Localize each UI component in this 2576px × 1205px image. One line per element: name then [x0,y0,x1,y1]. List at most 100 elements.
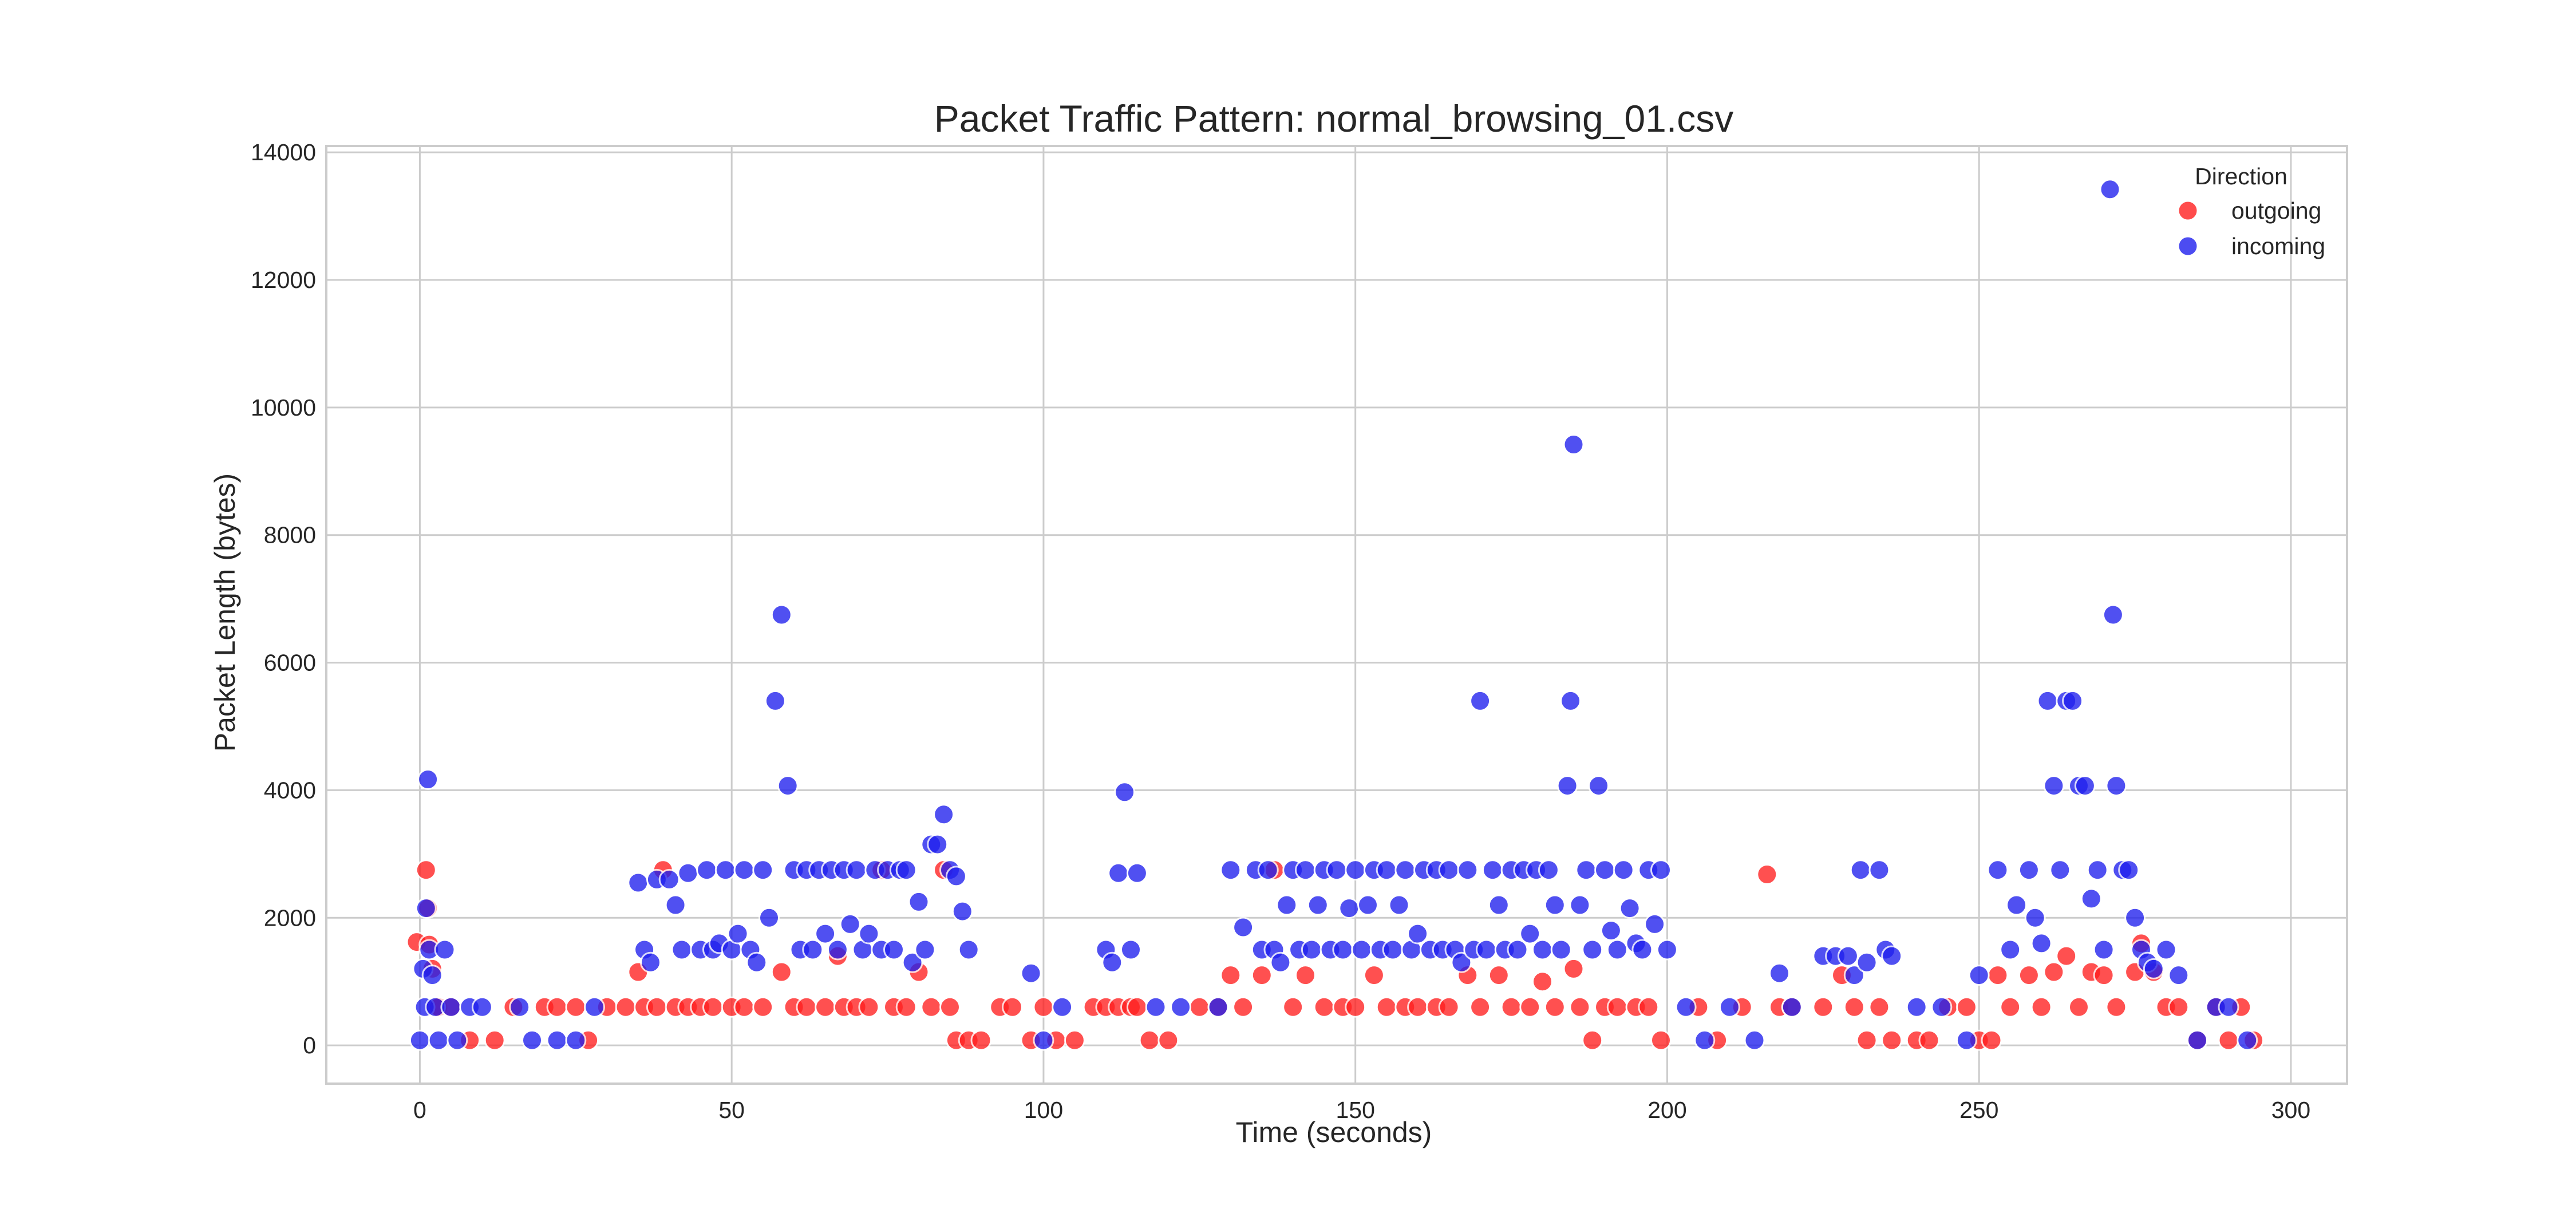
data-point-incoming [640,951,661,973]
data-point-incoming [1955,1029,1977,1051]
data-point-outgoing [1756,864,1778,885]
data-point-incoming [2043,775,2065,797]
data-point-incoming [1881,945,1903,967]
data-point-incoming [1101,951,1123,973]
data-point-outgoing [2056,945,2077,967]
data-point-incoming [895,859,917,881]
data-point-incoming [2080,888,2102,910]
data-point-incoming [1781,996,1803,1018]
data-point-outgoing [1345,996,1366,1018]
data-point-outgoing [1544,996,1566,1018]
data-point-incoming [521,1029,543,1051]
data-point-incoming [1650,859,1672,881]
data-point-incoming [1532,939,1553,961]
data-point-incoming [440,996,462,1018]
data-point-incoming [2062,690,2084,712]
data-point-incoming [2237,1029,2258,1051]
data-point-outgoing [646,996,667,1018]
legend-label-outgoing: outgoing [2231,197,2321,224]
data-point-incoming [471,996,493,1018]
data-point-outgoing [2105,996,2127,1018]
data-point-outgoing [1638,996,1660,1018]
data-point-incoming [1837,945,1859,967]
data-point-incoming [2168,965,2190,986]
data-point-incoming [1569,894,1591,916]
data-point-incoming [2037,690,2059,712]
data-point-incoming [1469,690,1491,712]
y-tick-label: 0 [303,1032,316,1058]
data-point-incoming [1560,690,1582,712]
data-point-incoming [2102,604,2124,626]
data-point-incoming [945,866,967,887]
data-point-incoming [1931,996,1953,1018]
data-point-incoming [1544,894,1566,916]
y-tick-label: 6000 [264,650,316,676]
data-point-incoming [1744,1029,1765,1051]
data-point-incoming [714,859,736,881]
data-point-incoming [1613,859,1634,881]
data-point-incoming [2087,859,2108,881]
data-point-incoming [2218,996,2239,1018]
data-point-incoming [1619,898,1641,919]
data-point-incoming [1126,862,1148,884]
data-point-incoming [1170,996,1192,1018]
data-point-outgoing [1282,996,1304,1018]
data-point-incoming [1968,965,1990,986]
x-tick-label: 0 [413,1097,426,1123]
data-point-outgoing [1856,1029,1878,1051]
data-point-incoming [1987,859,2009,881]
data-point-outgoing [796,996,817,1018]
data-point-incoming [1376,859,1397,881]
y-tick-label: 2000 [264,904,316,931]
data-point-outgoing [2068,996,2089,1018]
data-point-incoming [2024,907,2046,929]
data-point-incoming [858,923,880,945]
y-tick-label: 4000 [264,777,316,803]
data-point-incoming [802,939,824,961]
data-point-incoming [671,939,693,961]
data-point-outgoing [1868,996,1890,1018]
data-point-incoming [727,923,749,945]
data-point-outgoing [1843,996,1865,1018]
data-point-outgoing [1251,965,1273,986]
data-point-incoming [1120,939,1141,961]
data-point-incoming [1675,996,1697,1018]
data-point-incoming [1332,939,1354,961]
data-point-outgoing [2218,1029,2239,1051]
data-point-outgoing [1407,996,1429,1018]
data-point-outgoing [1812,996,1834,1018]
data-point-outgoing [771,961,792,983]
x-tick-label: 250 [1959,1097,1998,1123]
data-point-incoming [1382,939,1404,961]
data-point-incoming [1108,862,1129,884]
data-point-incoming [1020,962,1042,984]
data-point-incoming [1438,859,1460,881]
data-point-incoming [1033,1029,1054,1051]
data-point-incoming [2105,775,2127,797]
data-point-outgoing [2168,996,2190,1018]
data-point-incoming [1856,951,1878,973]
data-point-outgoing [815,996,836,1018]
data-point-outgoing [484,1029,505,1051]
data-point-outgoing [1363,965,1385,986]
data-point-outgoing [1469,996,1491,1018]
data-point-outgoing [1126,996,1148,1018]
data-point-outgoing [2093,965,2115,986]
data-point-outgoing [2000,996,2021,1018]
data-point-incoming [1407,923,1429,945]
data-point-incoming [2030,933,2052,954]
data-point-incoming [1276,894,1298,916]
data-point-incoming [1457,859,1479,881]
x-tick-labels: 0 50 100 150 200 250 300 [413,1097,2310,1123]
data-point-outgoing [2030,996,2052,1018]
legend-title: Direction [2195,163,2287,189]
data-point-incoming [764,690,786,712]
data-point-outgoing [858,996,880,1018]
data-point-incoming [1556,775,1578,797]
data-point-incoming [1114,781,1136,803]
data-point-incoming [1868,859,1890,881]
data-point-outgoing [939,996,961,1018]
data-point-outgoing [1569,996,1591,1018]
